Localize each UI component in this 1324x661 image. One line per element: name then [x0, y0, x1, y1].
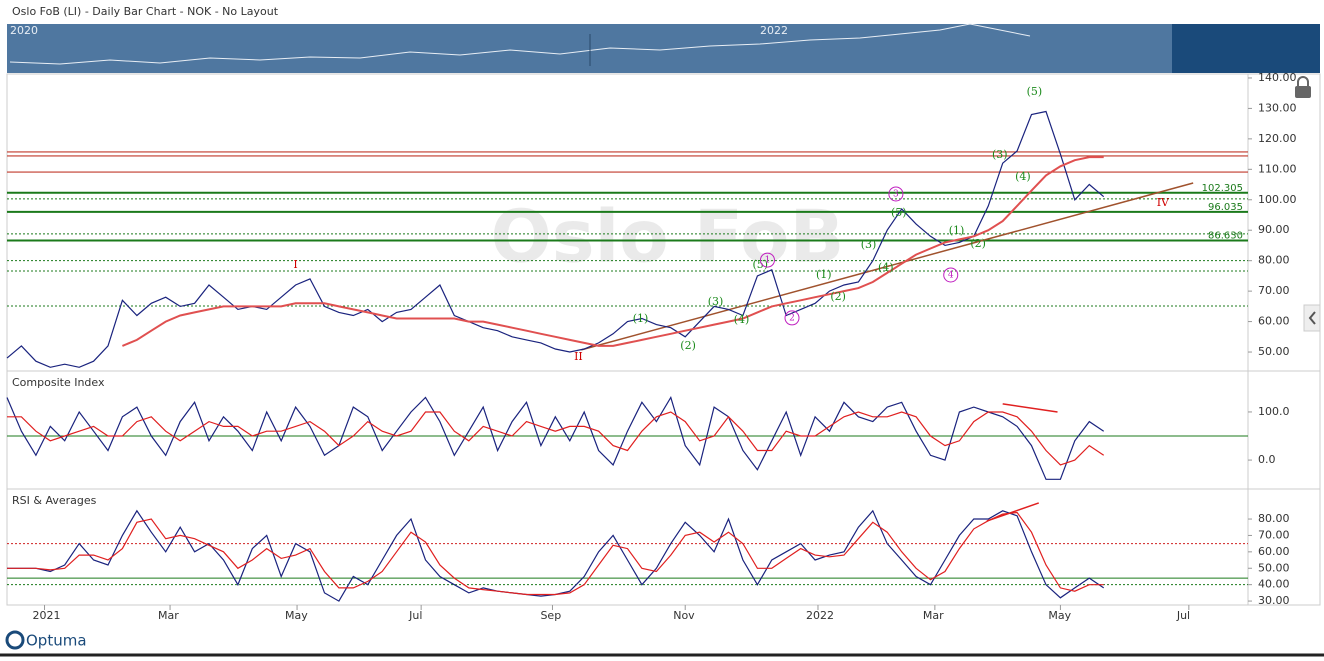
x-tick-label: Mar: [923, 609, 944, 622]
lock-body: [1295, 86, 1311, 98]
series-line: [6, 396, 1105, 480]
wave-label: II: [574, 350, 583, 363]
wave-label: (4): [734, 313, 750, 326]
x-tick-label: Sep: [540, 609, 561, 622]
x-tick-label: Nov: [673, 609, 695, 622]
y-tick-label: 70.00: [1258, 528, 1290, 541]
wave-label: (1): [816, 268, 832, 281]
logo-mark: [5, 630, 25, 650]
y-tick-label: 80.00: [1258, 512, 1290, 525]
wave-label: (2): [680, 339, 696, 352]
wave-label: 4: [948, 270, 954, 280]
x-tick-label: May: [285, 609, 308, 622]
series-line: [7, 411, 1105, 466]
y-tick-label: 30.00: [1258, 594, 1290, 607]
side-toggle[interactable]: [1303, 304, 1321, 332]
lock-icon[interactable]: [1295, 76, 1311, 98]
wave-label: (5): [752, 258, 768, 271]
toggle-arrow: [1308, 311, 1316, 325]
wave-label: 1: [765, 256, 771, 266]
x-tick-label: 2021: [33, 609, 61, 622]
trend-line: [581, 182, 1194, 351]
y-tick-label: 130.00: [1258, 101, 1297, 114]
y-tick-label: 70.00: [1258, 284, 1290, 297]
panel-title: RSI & Averages: [12, 494, 97, 507]
level-label: 96.035: [1208, 202, 1243, 213]
wave-circle: [784, 310, 800, 326]
y-tick-label: 110.00: [1258, 162, 1297, 175]
wave-label: 2: [789, 313, 795, 323]
logo-text: Optuma: [26, 632, 87, 650]
wave-label: (4): [878, 261, 894, 274]
toggle-box: [1303, 304, 1321, 332]
series-line: [7, 511, 1104, 596]
y-tick-label: 90.00: [1258, 223, 1290, 236]
wave-label: (5): [891, 206, 907, 219]
wave-circle: [888, 186, 904, 202]
level-label: 102.305: [1202, 183, 1243, 194]
x-tick-label: May: [1048, 609, 1071, 622]
window-title: Oslo FoB (LI) - Daily Bar Chart - NOK - …: [12, 5, 279, 18]
y-tick-label: 60.00: [1258, 545, 1290, 558]
wave-label: (3): [708, 295, 724, 308]
level-label: 86.630: [1208, 230, 1243, 241]
wave-label: (2): [970, 237, 986, 250]
wave-label: I: [293, 258, 297, 271]
x-tick-label: 2022: [806, 609, 834, 622]
x-tick-label: Mar: [158, 609, 179, 622]
y-tick-label: 100.0: [1258, 405, 1290, 418]
y-tick-label: 0.0: [1258, 453, 1276, 466]
y-tick-label: 50.00: [1258, 345, 1290, 358]
series-line: [6, 110, 1105, 368]
wave-label: (1): [949, 224, 965, 237]
series-line: [122, 156, 1104, 347]
wave-label: 3: [893, 189, 899, 199]
watermark: Oslo FoB: [491, 195, 845, 279]
wave-label: (5): [1027, 85, 1043, 98]
x-tick-label: Jul: [1176, 609, 1190, 622]
navigator-line: [9, 23, 1031, 65]
wave-label: (2): [830, 290, 846, 303]
trend-line: [1002, 403, 1058, 413]
x-tick-label: Jul: [408, 609, 422, 622]
navigator-window[interactable]: [1172, 24, 1320, 73]
y-tick-label: 100.00: [1258, 193, 1297, 206]
chart-frame: [6, 73, 1321, 606]
y-tick-label: 60.00: [1258, 315, 1290, 328]
wave-label: (4): [1015, 170, 1031, 183]
y-tick-label: 50.00: [1258, 561, 1290, 574]
wave-label: (3): [992, 148, 1008, 161]
wave-label: IV: [1157, 196, 1170, 209]
wave-circle: [943, 267, 959, 283]
panel-title: Composite Index: [12, 376, 105, 389]
wave-label: (3): [861, 238, 877, 251]
y-tick-label: 40.00: [1258, 578, 1290, 591]
logo: Optuma: [5, 630, 87, 650]
y-tick-label: 140.00: [1258, 71, 1297, 84]
series-line: [7, 509, 1105, 602]
navigator-label: 2020: [10, 24, 38, 37]
wave-label: (1): [633, 312, 649, 325]
lock-shackle: [1297, 76, 1309, 86]
wave-circle: [759, 252, 775, 268]
navigator-label: 2022: [760, 24, 788, 37]
y-tick-label: 80.00: [1258, 254, 1290, 267]
y-tick-label: 120.00: [1258, 132, 1297, 145]
